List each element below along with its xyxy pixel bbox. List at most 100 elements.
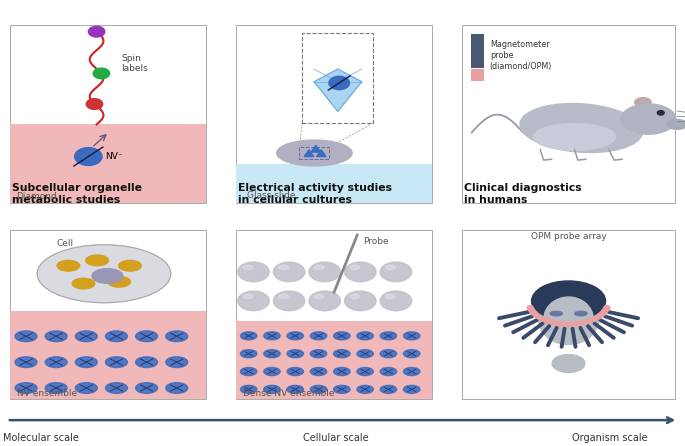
Text: Cell: Cell	[56, 239, 73, 248]
Ellipse shape	[357, 368, 373, 376]
Circle shape	[556, 322, 562, 326]
Ellipse shape	[243, 294, 253, 299]
Ellipse shape	[550, 311, 562, 316]
Circle shape	[545, 319, 551, 323]
Ellipse shape	[136, 383, 158, 393]
Ellipse shape	[309, 291, 340, 311]
Text: NV ensemble: NV ensemble	[17, 388, 77, 397]
Ellipse shape	[105, 383, 127, 393]
Ellipse shape	[314, 294, 324, 299]
Ellipse shape	[240, 385, 257, 393]
Circle shape	[88, 26, 105, 37]
Text: Magnetometer
probe
(diamond/OPM): Magnetometer probe (diamond/OPM)	[490, 40, 552, 71]
Ellipse shape	[575, 311, 587, 316]
Ellipse shape	[273, 262, 305, 282]
Ellipse shape	[635, 98, 651, 107]
Ellipse shape	[334, 385, 350, 393]
Circle shape	[599, 312, 606, 316]
Ellipse shape	[345, 291, 376, 311]
Ellipse shape	[238, 262, 269, 282]
Ellipse shape	[45, 331, 67, 342]
Ellipse shape	[357, 332, 373, 340]
Circle shape	[552, 321, 558, 325]
Circle shape	[539, 317, 545, 321]
Ellipse shape	[334, 332, 350, 340]
Circle shape	[604, 306, 610, 310]
Text: Diamond: Diamond	[16, 192, 56, 201]
Ellipse shape	[350, 294, 360, 299]
Text: Electrical activity studies
in cellular cultures: Electrical activity studies in cellular …	[238, 183, 392, 205]
Ellipse shape	[380, 332, 397, 340]
Bar	[471, 69, 484, 81]
Ellipse shape	[314, 265, 324, 270]
Text: Cellular scale: Cellular scale	[303, 433, 369, 442]
Ellipse shape	[240, 332, 257, 340]
Text: Probe: Probe	[363, 237, 388, 246]
Bar	[10, 311, 206, 399]
Ellipse shape	[136, 357, 158, 368]
Ellipse shape	[621, 104, 676, 134]
Ellipse shape	[240, 368, 257, 376]
Ellipse shape	[57, 260, 79, 271]
Ellipse shape	[136, 331, 158, 342]
Ellipse shape	[37, 245, 171, 303]
Circle shape	[564, 322, 570, 326]
Circle shape	[549, 320, 555, 324]
Circle shape	[597, 314, 603, 318]
Ellipse shape	[15, 331, 37, 342]
Ellipse shape	[538, 293, 599, 344]
Circle shape	[658, 111, 664, 115]
Circle shape	[93, 68, 110, 79]
Ellipse shape	[310, 385, 327, 393]
Ellipse shape	[357, 385, 373, 393]
Ellipse shape	[380, 350, 397, 358]
Ellipse shape	[309, 262, 340, 282]
Ellipse shape	[380, 385, 397, 393]
Ellipse shape	[105, 357, 127, 368]
Circle shape	[571, 322, 577, 326]
Circle shape	[329, 76, 349, 90]
Polygon shape	[304, 150, 314, 157]
Ellipse shape	[403, 368, 420, 376]
Ellipse shape	[534, 124, 616, 150]
Ellipse shape	[287, 350, 303, 358]
Ellipse shape	[45, 383, 67, 393]
Ellipse shape	[264, 368, 280, 376]
Circle shape	[601, 310, 608, 314]
Ellipse shape	[403, 350, 420, 358]
Ellipse shape	[403, 385, 420, 393]
Text: Subcellular organelle
metabolic studies: Subcellular organelle metabolic studies	[12, 183, 142, 205]
Ellipse shape	[357, 350, 373, 358]
Polygon shape	[314, 69, 362, 112]
Ellipse shape	[310, 350, 327, 358]
Ellipse shape	[273, 291, 305, 311]
Bar	[10, 124, 206, 203]
Circle shape	[586, 319, 592, 323]
Circle shape	[582, 320, 588, 324]
Text: Clinical diagnostics
in humans: Clinical diagnostics in humans	[464, 183, 582, 205]
Bar	[299, 147, 329, 159]
Ellipse shape	[345, 262, 376, 282]
Polygon shape	[311, 145, 321, 152]
Circle shape	[532, 312, 538, 316]
Circle shape	[536, 315, 543, 319]
Ellipse shape	[386, 265, 395, 270]
Ellipse shape	[119, 260, 141, 271]
Ellipse shape	[166, 357, 188, 368]
Bar	[462, 230, 675, 399]
Ellipse shape	[108, 277, 130, 287]
Circle shape	[560, 322, 566, 326]
Ellipse shape	[403, 332, 420, 340]
Circle shape	[595, 315, 601, 319]
Ellipse shape	[544, 297, 593, 341]
Text: Spin
labels: Spin labels	[121, 54, 148, 74]
Text: Organism scale: Organism scale	[572, 433, 647, 442]
Text: Glass slide: Glass slide	[247, 191, 295, 200]
Ellipse shape	[86, 255, 108, 266]
Circle shape	[603, 308, 609, 312]
Circle shape	[592, 317, 598, 321]
Ellipse shape	[380, 262, 412, 282]
Ellipse shape	[75, 383, 97, 393]
Circle shape	[567, 322, 573, 326]
Bar	[10, 25, 206, 203]
